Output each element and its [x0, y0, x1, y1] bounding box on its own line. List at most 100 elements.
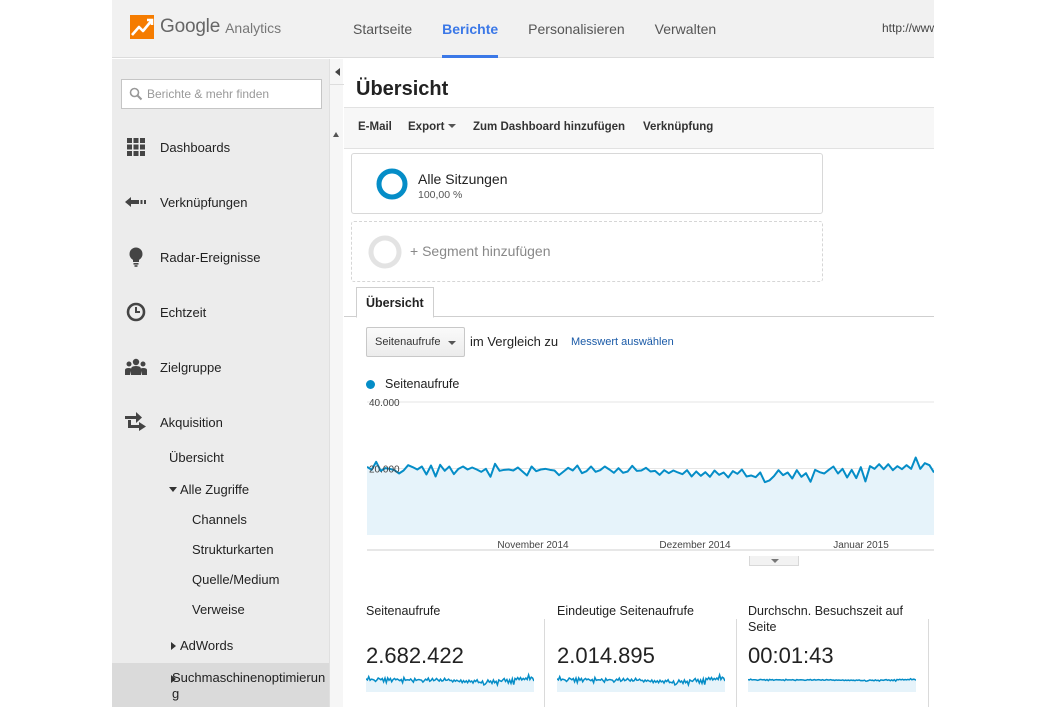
sparkline-line — [366, 672, 534, 688]
sidebar-item-label: Zielgruppe — [160, 359, 222, 375]
chart-series-area — [367, 457, 934, 535]
sidebar-item-label: Radar-Ereignisse — [160, 249, 261, 265]
scorecard-sparkline — [557, 672, 725, 692]
sidebar-scrollbar[interactable] — [329, 59, 344, 707]
tab-uebersicht[interactable]: Übersicht — [356, 287, 434, 318]
tab-berichte[interactable]: Berichte — [427, 0, 513, 58]
sidebar-subitem-label: AdWords — [180, 638, 234, 653]
scorecard-value: 2.014.895 — [557, 643, 655, 668]
sidebar-subitem-adwords[interactable]: AdWords — [171, 638, 233, 653]
dashboard-grid-icon — [124, 135, 148, 159]
sparkline-area — [366, 674, 534, 692]
sparkline-line — [557, 672, 725, 688]
scorecard-divider — [928, 619, 929, 707]
sidebar-item-echtzeit[interactable]: Echtzeit — [112, 292, 329, 332]
logo-google-text: Google — [160, 16, 221, 37]
export-button[interactable]: Export — [408, 121, 457, 133]
scorecard-divider — [736, 619, 737, 707]
top-navigation: Startseite Berichte Personalisieren Verw… — [338, 0, 731, 58]
sidebar-item-zielgruppe[interactable]: Zielgruppe — [112, 347, 329, 387]
chevron-down-icon — [448, 123, 457, 128]
top-bar: Google Analytics Startseite Berichte Per… — [112, 0, 934, 58]
segment-name: Alle Sitzungen — [418, 171, 508, 187]
y-tick-label: 40.000 — [369, 398, 400, 409]
scorecard-sparkline — [366, 672, 534, 692]
sparkline-area — [557, 674, 725, 692]
segment-all-sessions[interactable]: Alle Sitzungen 100,00 % — [351, 153, 823, 214]
segment-percent: 100,00 % — [418, 189, 463, 201]
chart-legend: Seitenaufrufe — [366, 377, 459, 391]
report-tabs: Übersicht — [344, 287, 934, 318]
add-segment-button[interactable]: + Segment hinzufügen — [351, 221, 823, 282]
clock-icon — [124, 300, 148, 324]
scorecard-title: Seitenaufrufe — [366, 604, 441, 618]
report-search[interactable] — [121, 79, 322, 109]
collapse-sidebar-button[interactable] — [330, 59, 344, 85]
sidebar-subitem-alle-zugriffe[interactable]: Alle Zugriffe — [169, 482, 249, 497]
sidebar-subitem-quelle-medium[interactable]: Quelle/Medium — [192, 572, 280, 587]
empty-segment-ring-icon — [368, 235, 402, 269]
sidebar-item-label: Echtzeit — [160, 304, 207, 320]
caret-right-icon — [171, 675, 176, 683]
sparkline-area — [748, 678, 916, 692]
sidebar-subitem-channels[interactable]: Channels — [192, 512, 247, 527]
pageviews-chart[interactable]: 40.000 20.000 November 2014 Dezember 2014 Ja… — [367, 392, 934, 562]
x-tick-label: Dezember 2014 — [659, 540, 731, 551]
segment-ring-icon — [376, 168, 408, 200]
scorecard-value: 2.682.422 — [366, 643, 464, 668]
shortcut-arrow-icon — [124, 190, 148, 214]
sidebar-item-verknuepfungen[interactable]: Verknüpfungen — [112, 182, 329, 222]
sidebar-item-label: Dashboards — [160, 139, 231, 155]
export-label: Export — [408, 121, 445, 133]
chart-resize-handle[interactable] — [749, 556, 799, 566]
tab-verwalten[interactable]: Verwalten — [654, 21, 717, 37]
x-tick-label: November 2014 — [497, 540, 569, 551]
pageviews-chart-svg: 40.000 20.000 November 2014 Dezember 2014 Ja… — [367, 398, 934, 551]
sidebar-item-dashboards[interactable]: Dashboards — [112, 127, 329, 167]
email-button[interactable]: E-Mail — [358, 121, 392, 133]
chart-series-line — [367, 456, 934, 484]
sidebar-subitem-strukturkarten[interactable]: Strukturkarten — [192, 542, 274, 557]
acquisition-arrows-icon — [124, 410, 148, 434]
add-to-dashboard-button[interactable]: Zum Dashboard hinzufügen — [473, 121, 626, 133]
compare-text: im Vergleich zu — [470, 334, 559, 349]
analytics-logo-icon — [130, 15, 154, 39]
google-analytics-logo[interactable]: Google Analytics — [130, 13, 281, 41]
metric-select-value: Seitenaufrufe — [375, 336, 441, 348]
sidebar-subitem-uebersicht[interactable]: Übersicht — [169, 450, 224, 465]
scorecard-sparkline — [748, 677, 916, 692]
sidebar-subitem-suchmaschinenoptimierung[interactable]: Suchmaschinenoptimierung — [112, 663, 329, 707]
legend-series-name: Seitenaufrufe — [385, 377, 460, 391]
choose-metric-link[interactable]: Messwert auswählen — [571, 336, 674, 348]
legend-dot-icon — [366, 379, 375, 389]
scorecard-value: 00:01:43 — [748, 643, 834, 668]
scorecard-title: Eindeutige Seitenaufrufe — [557, 604, 694, 618]
chevron-down-icon — [448, 341, 456, 345]
sidebar-item-radar-ereignisse[interactable]: Radar-Ereignisse — [112, 237, 329, 277]
google-analytics-app: Google Analytics Startseite Berichte Per… — [112, 0, 934, 707]
tab-startseite[interactable]: Startseite — [353, 21, 413, 37]
sidebar-item-akquisition[interactable]: Akquisition — [112, 402, 329, 442]
audience-people-icon — [124, 355, 148, 379]
page-title: Übersicht — [356, 78, 449, 100]
logo-analytics-text: Analytics — [225, 20, 282, 36]
caret-down-icon — [169, 487, 177, 493]
chevron-down-icon — [771, 559, 779, 563]
search-input[interactable] — [147, 87, 317, 101]
add-segment-label: + Segment hinzufügen — [410, 243, 551, 259]
sidebar-subitem-verweise[interactable]: Verweise — [192, 602, 245, 617]
report-toolbar: E-Mail Export Zum Dashboard hinzufügen V… — [344, 107, 934, 149]
sidebar-subitem-label: Alle Zugriffe — [180, 482, 250, 497]
shortcut-button[interactable]: Verknüpfung — [643, 121, 714, 133]
scroll-up-icon[interactable] — [333, 132, 339, 137]
account-url[interactable]: http://www — [882, 21, 934, 35]
chevron-left-icon — [334, 67, 340, 76]
search-icon — [129, 87, 143, 101]
metric-select[interactable]: Seitenaufrufe — [366, 327, 465, 357]
x-tick-label: Januar 2015 — [833, 540, 889, 551]
sidebar-subitem-label: Suchmaschinenoptimierung — [172, 670, 326, 701]
scorecard-title: Durchschn. Besuchszeit auf Seite — [748, 604, 903, 634]
caret-right-icon — [171, 641, 176, 650]
tab-personalisieren[interactable]: Personalisieren — [528, 21, 625, 37]
lightbulb-icon — [124, 245, 148, 269]
